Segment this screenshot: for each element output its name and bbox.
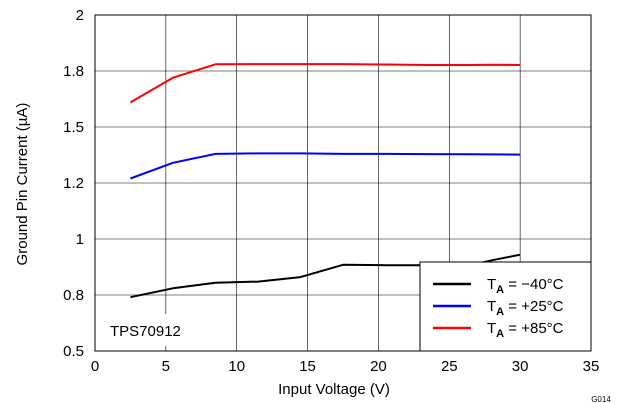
plot-frame [94, 14, 592, 352]
y-tick-label: 1.8 [63, 63, 84, 80]
x-tick-label: 25 [441, 358, 458, 375]
y-tick-label: 2 [76, 7, 84, 24]
legend-label: TA = +25°C [487, 298, 564, 318]
y-tick-labels: 0.5 0.8 1 1.2 1.5 1.8 2 [63, 7, 84, 360]
y-tick-label: 1.2 [63, 175, 84, 192]
x-tick-labels: 0 5 10 15 20 25 30 35 [91, 358, 600, 375]
x-tick-label: 35 [583, 358, 600, 375]
x-tick-label: 5 [162, 358, 170, 375]
figure-code: G014 [591, 395, 611, 403]
x-tick-label: 30 [512, 358, 529, 375]
device-annotation: TPS70912 [110, 323, 181, 340]
x-tick-label: 0 [91, 358, 99, 375]
legend: TA = −40°CTA = +25°CTA = +85°C [419, 261, 592, 352]
legend-label: TA = +85°C [487, 320, 564, 340]
grid [95, 15, 591, 351]
x-tick-label: 15 [299, 358, 316, 375]
series-line [129, 63, 521, 104]
series-line [130, 152, 521, 180]
y-axis-label: Ground Pin Current (µA) [14, 103, 31, 266]
y-tick-label: 0.5 [63, 343, 84, 360]
x-tick-label: 20 [370, 358, 387, 375]
legend-label: TA = −40°C [487, 276, 564, 296]
y-tick-label: 1.5 [63, 119, 84, 136]
x-tick-label: 10 [228, 358, 245, 375]
y-tick-label: 1 [76, 231, 84, 248]
y-tick-label: 0.8 [63, 287, 84, 304]
x-axis-label: Input Voltage (V) [278, 381, 390, 398]
annotation-box: TPS70912 [103, 314, 221, 346]
